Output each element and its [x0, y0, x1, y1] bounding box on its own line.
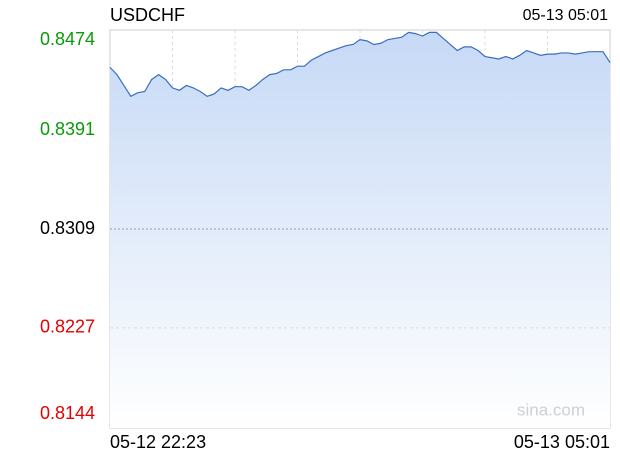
- watermark: sina.com: [517, 400, 585, 419]
- y-tick-label: 0.8309: [40, 218, 95, 238]
- timestamp: 05-13 05:01: [523, 7, 609, 24]
- y-tick-label: 0.8144: [40, 403, 95, 423]
- area: [110, 32, 610, 429]
- y-tick-label: 0.8391: [40, 119, 95, 139]
- x-tick-label: 05-13 05:01: [514, 432, 610, 452]
- price-line: [109, 31, 611, 98]
- chart-title: USDCHF: [110, 5, 185, 25]
- x-tick-label: 05-12 22:23: [110, 432, 206, 452]
- y-tick-label: 0.8474: [40, 29, 95, 49]
- y-tick-label: 0.8227: [40, 317, 95, 337]
